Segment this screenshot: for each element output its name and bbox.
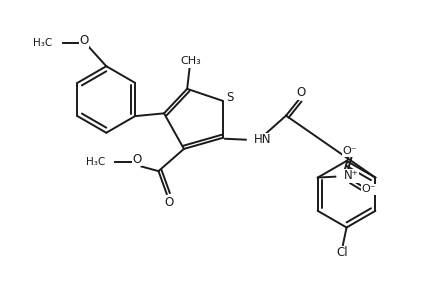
Text: O⁻: O⁻	[360, 184, 375, 194]
Text: H₃C: H₃C	[32, 38, 52, 48]
Text: HN: HN	[253, 133, 271, 146]
Text: CH₃: CH₃	[180, 56, 200, 66]
Text: O: O	[164, 196, 173, 209]
Text: O: O	[79, 34, 88, 47]
Text: Cl: Cl	[336, 246, 347, 259]
Text: H₃C: H₃C	[85, 157, 105, 167]
Text: O⁻: O⁻	[342, 146, 357, 156]
Text: S: S	[226, 91, 233, 104]
Text: O: O	[296, 86, 305, 99]
Text: O: O	[132, 153, 141, 165]
Text: N⁺: N⁺	[343, 169, 358, 182]
